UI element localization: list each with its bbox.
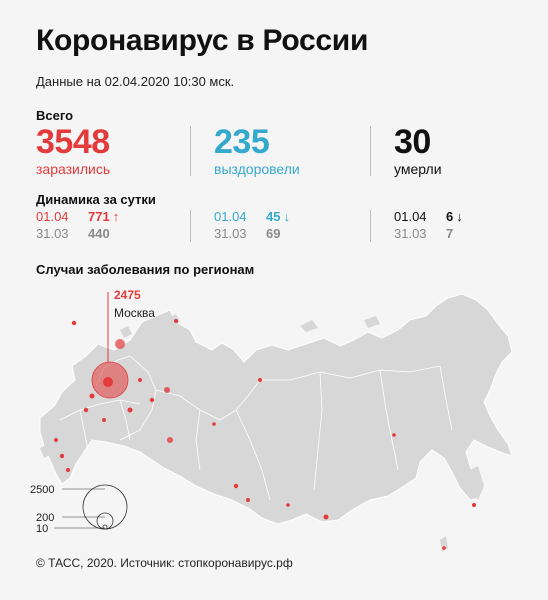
daily-recovered-today: 01.04 45 ↓ <box>214 208 290 225</box>
arrow-up-icon: ↑ <box>112 209 120 224</box>
page-title: Коронавирус в России <box>36 24 369 57</box>
date: 01.04 <box>214 209 247 224</box>
daily-deaths-prev-value: 7 <box>446 226 454 241</box>
daily-recovered-today-value: 45 <box>266 209 281 224</box>
arrow-down-icon: ↓ <box>283 209 290 224</box>
region-bubble <box>246 498 250 502</box>
recovered-total: 235 выздоровели <box>214 124 300 177</box>
size-legend <box>54 484 128 530</box>
region-bubble <box>54 438 58 442</box>
legend-value: 10 <box>36 523 49 535</box>
date: 01.04 <box>36 209 69 224</box>
deaths-total: 30 умерли <box>394 124 442 177</box>
daily-recovered-prev-value: 69 <box>266 226 281 241</box>
region-bubble <box>83 407 89 413</box>
region-bubble <box>102 418 106 422</box>
region-bubble <box>167 437 173 443</box>
region-bubble <box>323 514 329 520</box>
daily-label: Динамика за сутки <box>36 192 156 207</box>
daily-recovered-prev: 31.03 69 <box>214 225 290 242</box>
recovered-total-caption: выздоровели <box>214 161 300 177</box>
daily-infected-today: 01.04 771 ↑ <box>36 208 119 225</box>
region-bubble <box>472 503 476 507</box>
divider <box>370 126 371 176</box>
region-bubble <box>103 377 113 387</box>
moscow-label: Москва <box>114 306 155 320</box>
region-bubble <box>442 546 446 550</box>
daily-deaths-today: 01.04 6 ↓ <box>394 208 463 225</box>
infected-total-caption: заразились <box>36 161 111 177</box>
daily-recovered: 01.04 45 ↓ 31.03 69 <box>214 208 290 242</box>
daily-infected-prev: 31.03 440 <box>36 225 119 242</box>
region-bubble <box>138 378 142 382</box>
divider <box>190 126 191 176</box>
data-timestamp: Данные на 02.04.2020 10:30 мск. <box>36 74 235 89</box>
legend-circle <box>102 524 108 530</box>
daily-deaths-today-value: 6 <box>446 209 454 224</box>
daily-deaths: 01.04 6 ↓ 31.03 7 <box>394 208 463 242</box>
region-bubble <box>258 378 262 382</box>
infected-total: 3548 заразились <box>36 124 110 177</box>
infected-total-value: 3548 <box>36 123 110 161</box>
daily-infected-today-value: 771 <box>88 209 110 224</box>
legend-circle <box>96 512 114 530</box>
region-bubble <box>212 422 216 426</box>
region-bubble <box>233 483 239 489</box>
russia-landmass <box>39 293 513 525</box>
date: 31.03 <box>394 226 427 241</box>
region-bubble <box>392 433 396 437</box>
daily-infected: 01.04 771 ↑ 31.03 440 <box>36 208 119 242</box>
region-bubble <box>164 387 170 393</box>
region-bubble <box>59 453 65 459</box>
daily-deaths-prev: 31.03 7 <box>394 225 463 242</box>
divider <box>370 210 371 242</box>
region-bubble <box>127 407 133 413</box>
date: 31.03 <box>214 226 247 241</box>
deaths-total-value: 30 <box>394 123 431 161</box>
legend-value: 2500 <box>30 484 55 496</box>
region-bubble <box>66 468 70 472</box>
divider <box>190 210 191 242</box>
deaths-total-caption: умерли <box>394 161 442 177</box>
arrow-down-icon: ↓ <box>456 209 463 224</box>
totals-label: Всего <box>36 108 74 123</box>
region-bubble <box>71 320 77 326</box>
recovered-total-value: 235 <box>214 123 270 161</box>
date: 31.03 <box>36 226 69 241</box>
case-bubbles <box>54 319 476 550</box>
footer-source: © ТАСС, 2020. Источник: стопкоронавирус.… <box>36 556 293 570</box>
region-bubble <box>174 319 178 323</box>
moscow-cases-value: 2475 <box>114 288 141 302</box>
date: 01.04 <box>394 209 427 224</box>
map-label: Случаи заболевания по регионам <box>36 262 255 277</box>
region-bubble <box>89 393 95 399</box>
daily-infected-prev-value: 440 <box>88 226 110 241</box>
region-bubble <box>115 339 125 349</box>
regions-map <box>39 292 513 552</box>
region-bubble <box>286 503 290 507</box>
region-bubble <box>149 397 155 403</box>
legend-circle <box>82 484 128 530</box>
legend-value: 200 <box>36 512 55 524</box>
islands <box>40 314 484 552</box>
